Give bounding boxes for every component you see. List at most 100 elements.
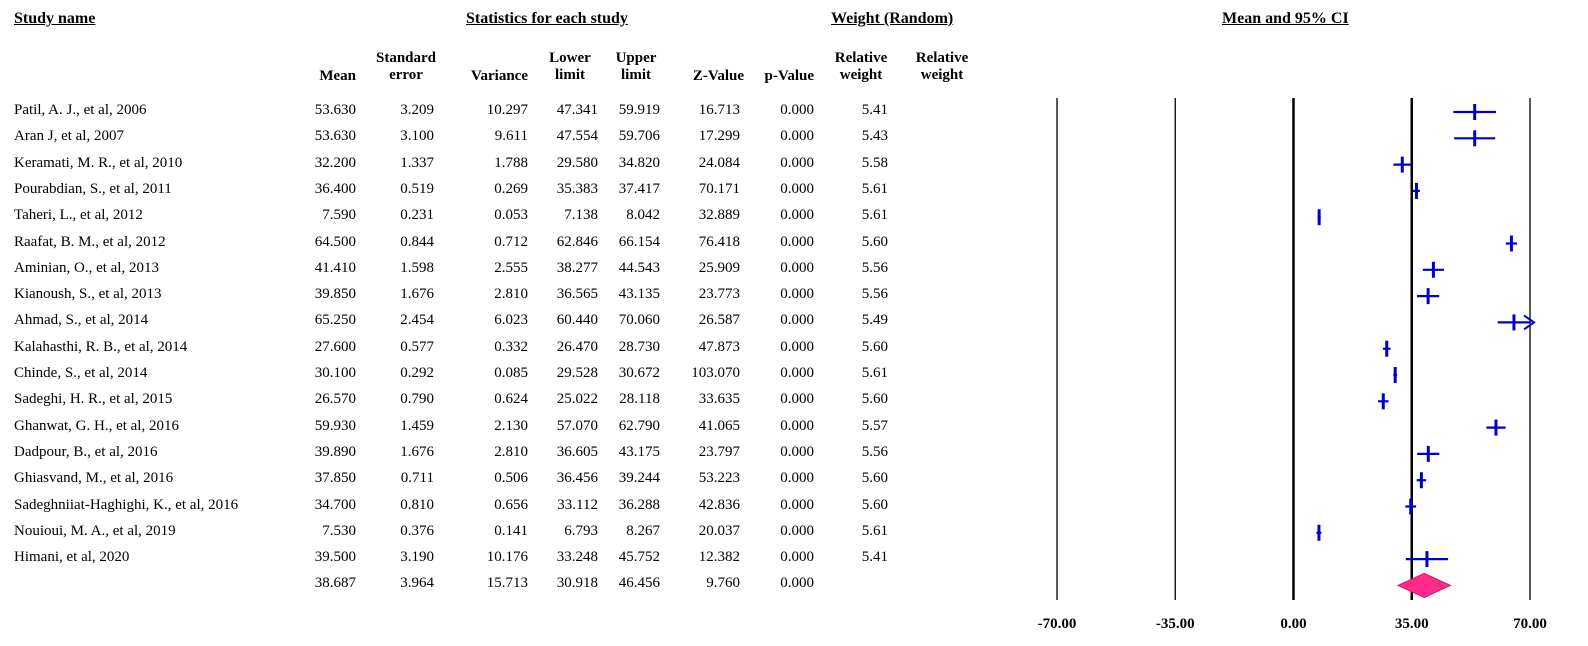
study-row-variance: 2.810 [494,443,528,460]
header-ci: Mean and 95% CI [1222,10,1349,27]
col-z: Z-Value [692,68,744,84]
study-row-name: Taheri, L., et al, 2012 [14,207,143,224]
study-row-upper: 28.118 [619,391,660,408]
col-relweight-2: Relative weight [915,50,969,83]
study-row-name: Sadeghi, H. R., et al, 2015 [14,391,173,408]
x-tick-label-2: 0.00 [1280,616,1306,632]
study-row-upper: 62.790 [618,417,660,434]
study-row-variance: 0.269 [494,180,528,197]
study-row-variance: 0.085 [494,365,528,381]
study-row-variance: 0.506 [494,470,528,487]
study-row-p: 0.000 [780,286,814,303]
study-row-name: Aminian, O., et al, 2013 [14,259,159,276]
study-row-se: 0.790 [400,391,434,408]
study-row-z: 24.084 [698,154,740,171]
study-row-mean: 59.930 [314,417,356,434]
study-row-upper: 43.175 [618,443,660,460]
summary-variance: 15.713 [486,575,528,592]
x-tick-label-0: -70.00 [1038,616,1077,632]
study-row-lower: 36.605 [556,443,598,460]
study-row-lower: 6.793 [564,522,598,539]
summary-p: 0.000 [780,575,814,592]
study-row-upper: 8.042 [626,207,660,224]
forest-plot: -70.00 -35.00 0.00 35.00 70.00 [1038,98,1547,632]
study-row-mean: 41.410 [314,259,356,276]
col-se: Standard error [375,50,437,83]
study-row-name: Kianoush, S., et al, 2013 [14,286,162,303]
study-row-se: 2.454 [400,312,434,329]
study-row-z: 42.836 [698,496,740,513]
study-row-name: Ghanwat, G. H., et al, 2016 [14,417,179,434]
summary-z: 9.760 [706,575,740,592]
study-row-se: 3.209 [400,102,434,118]
study-row-name: Ahmad, S., et al, 2014 [14,312,149,329]
study-row-z: 32.889 [698,207,740,224]
study-row-mean: 53.630 [314,128,356,145]
study-row-lower: 38.277 [556,259,598,276]
study-row-mean: 39.850 [314,286,356,303]
study-row-upper: 34.820 [618,154,660,171]
study-row-variance: 0.624 [494,391,528,408]
study-row-p: 0.000 [780,549,814,566]
study-row-p: 0.000 [780,102,814,118]
study-row-lower: 47.554 [556,128,598,145]
study-row-mean: 39.890 [314,443,356,460]
study-row-se: 0.376 [400,522,434,539]
summary-diamond [1396,572,1452,598]
col-mean: Mean [319,68,356,84]
study-row-upper: 37.417 [618,180,660,197]
study-row-upper: 30.672 [618,365,660,381]
study-row-lower: 36.565 [556,286,598,303]
study-row-weight: 5.61 [861,207,888,224]
study-row-upper: 36.288 [618,496,660,513]
study-row-z: 47.873 [698,338,740,355]
study-row-upper: 44.543 [618,259,660,276]
study-row-z: 33.635 [698,391,740,408]
study-row-p: 0.000 [780,338,814,355]
col-p: p-Value [764,68,814,84]
study-row-weight: 5.60 [861,496,888,513]
study-row-z: 16.713 [698,102,740,118]
study-row-mean: 39.500 [314,549,356,566]
study-row-mean: 30.100 [314,365,356,381]
study-row-lower: 29.528 [556,365,598,381]
study-row-se: 0.577 [400,338,434,355]
study-row-z: 103.070 [691,365,740,381]
study-row-name: Patil, A. J., et al, 2006 [14,102,147,118]
study-row-z: 76.418 [698,233,740,250]
study-row-mean: 32.200 [314,154,356,171]
study-row-upper: 45.752 [618,549,660,566]
study-row-name: Kalahasthi, R. B., et al, 2014 [14,338,188,355]
summary-mean: 38.687 [314,575,356,592]
study-row-mean: 36.400 [314,180,356,197]
summary-lower: 30.918 [556,575,598,592]
study-row-mean: 65.250 [314,312,356,329]
header-statistics: Statistics for each study [466,10,628,27]
study-row-variance: 0.141 [494,522,528,539]
x-tick-label-1: -35.00 [1156,616,1195,632]
study-row-p: 0.000 [780,417,814,434]
study-row-lower: 60.440 [556,312,598,329]
study-row-p: 0.000 [780,259,814,276]
study-row-z: 23.773 [698,286,740,303]
study-row-lower: 47.341 [556,102,598,118]
study-row-upper: 39.244 [618,470,660,487]
study-row-lower: 33.248 [556,549,598,566]
col-variance: Variance [471,68,528,84]
study-row-lower: 35.383 [556,180,598,197]
study-row-se: 0.711 [400,470,434,487]
study-row-variance: 2.555 [494,259,528,276]
ci-arrow-8 [1523,314,1536,331]
header-weight: Weight (Random) [831,10,954,27]
study-row-name: Chinde, S., et al, 2014 [14,365,148,381]
col-lower: Lower limit [549,50,591,83]
summary-upper: 46.456 [618,575,660,592]
study-row-variance: 6.023 [494,312,528,329]
study-row-weight: 5.60 [861,470,888,487]
study-row-mean: 64.500 [314,233,356,250]
study-row-upper: 70.060 [618,312,660,329]
study-row-upper: 28.730 [618,338,660,355]
study-row-p: 0.000 [780,128,814,145]
study-row-weight: 5.56 [861,443,888,460]
study-row-name: Ghiasvand, M., et al, 2016 [14,470,174,487]
